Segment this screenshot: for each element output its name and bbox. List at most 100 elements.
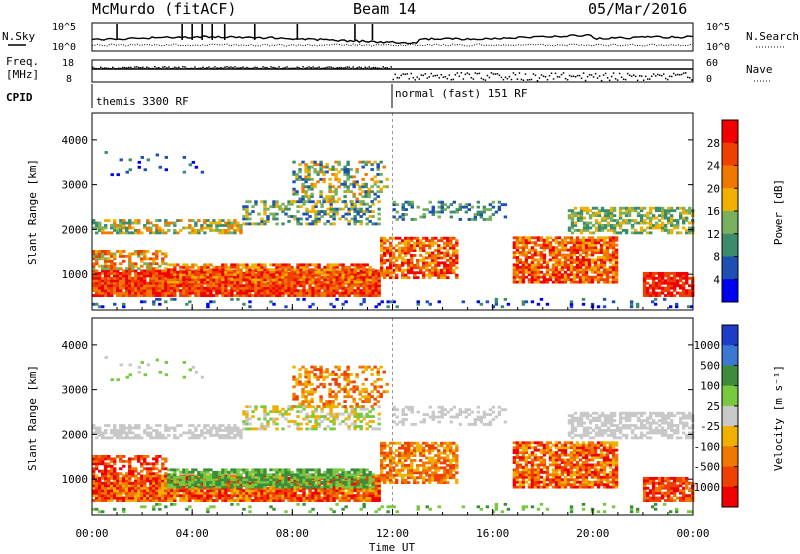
power-cell: [681, 271, 686, 275]
power-cell: [368, 294, 372, 297]
velocity-cell: [341, 496, 345, 500]
power-cell: [368, 291, 372, 295]
power-cell: [645, 286, 650, 290]
power-cell: [684, 289, 689, 293]
power-cell: [221, 273, 225, 277]
power-cell: [590, 248, 595, 252]
power-cell: [633, 231, 638, 235]
freq-label: Freq.: [6, 55, 39, 68]
power-cell: [530, 300, 535, 304]
power-cell: [275, 265, 279, 269]
power-cell: [689, 305, 694, 309]
nave-point: [194, 66, 196, 68]
power-cell: [337, 177, 341, 181]
velocity-cell: [296, 494, 300, 498]
velocity-cell: [326, 481, 330, 485]
velocity-cell: [143, 481, 147, 485]
power-cell: [593, 251, 598, 254]
power-cell: [536, 275, 541, 279]
power-cell: [295, 172, 299, 176]
power-cell: [425, 256, 429, 260]
power-cell: [329, 222, 333, 226]
velocity-cell: [320, 499, 324, 502]
velocity-cell: [104, 491, 108, 495]
power-cell: [343, 170, 347, 174]
nave-point: [208, 66, 210, 68]
power-cell: [296, 222, 300, 226]
power-cell: [149, 291, 153, 295]
nave-point: [292, 67, 294, 70]
power-cell: [642, 284, 647, 288]
nave-point: [312, 66, 314, 68]
power-cell: [377, 281, 381, 285]
power-cell: [188, 226, 192, 230]
power-cell: [642, 281, 647, 285]
power-cell: [651, 281, 656, 285]
power-cell: [233, 286, 237, 290]
velocity-cell: [215, 499, 219, 502]
power-cell: [614, 280, 619, 284]
power-cell: [329, 215, 333, 218]
velocity-cell: [338, 491, 342, 495]
power-cell: [672, 219, 677, 222]
power-cell: [305, 265, 309, 269]
power-cell: [527, 273, 532, 277]
power-cell: [362, 263, 366, 267]
power-cell: [350, 275, 354, 279]
power-cell: [304, 192, 308, 196]
power-cell: [578, 258, 583, 262]
power-cell: [684, 274, 689, 278]
power-cell: [302, 280, 306, 284]
power-cell: [200, 294, 204, 297]
power-cell: [651, 279, 656, 283]
velocity-cell: [359, 489, 363, 493]
power-cell: [191, 226, 195, 230]
power-cell: [551, 248, 556, 252]
power-cell: [254, 286, 258, 290]
power-cell: [573, 228, 578, 232]
power-cell: [269, 286, 273, 290]
power-cell: [203, 278, 207, 282]
power-cell: [233, 275, 237, 279]
power-cell: [635, 302, 640, 306]
velocity-cell: [278, 491, 282, 495]
velocity-cell: [104, 499, 108, 502]
power-cell: [443, 251, 447, 255]
power-cell: [134, 274, 138, 278]
power-cell: [92, 281, 96, 285]
power-cell: [404, 258, 408, 262]
power-cell: [275, 273, 279, 277]
power-cell: [352, 185, 356, 189]
nave-point: [268, 67, 270, 70]
power-cell: [155, 291, 159, 295]
power-cell: [666, 231, 671, 235]
power-cell: [356, 210, 360, 214]
power-cell: [569, 265, 574, 269]
power-cell: [611, 273, 616, 277]
velocity-cell: [308, 494, 312, 498]
power-cell: [407, 266, 411, 270]
nave-point: [518, 72, 521, 74]
power-cell: [122, 279, 126, 283]
power-cell: [254, 263, 258, 267]
power-cell: [224, 294, 228, 297]
power-cell: [675, 291, 680, 295]
power-cell: [161, 294, 165, 297]
power-cell: [140, 300, 144, 304]
power-cell: [353, 220, 357, 223]
power-cell: [191, 160, 196, 164]
nave-point: [156, 67, 158, 69]
power-cell: [606, 228, 611, 232]
power-cell: [206, 226, 210, 230]
power-cell: [230, 291, 234, 295]
power-cell: [443, 236, 447, 240]
power-cell: [236, 224, 240, 227]
power-cell: [648, 211, 653, 215]
power-cell: [639, 206, 644, 210]
nave-point: [348, 66, 350, 68]
power-cell: [602, 236, 607, 240]
power-cell: [167, 280, 171, 284]
power-cell: [624, 209, 629, 213]
power-cell: [119, 279, 123, 283]
power-cell: [319, 190, 323, 194]
